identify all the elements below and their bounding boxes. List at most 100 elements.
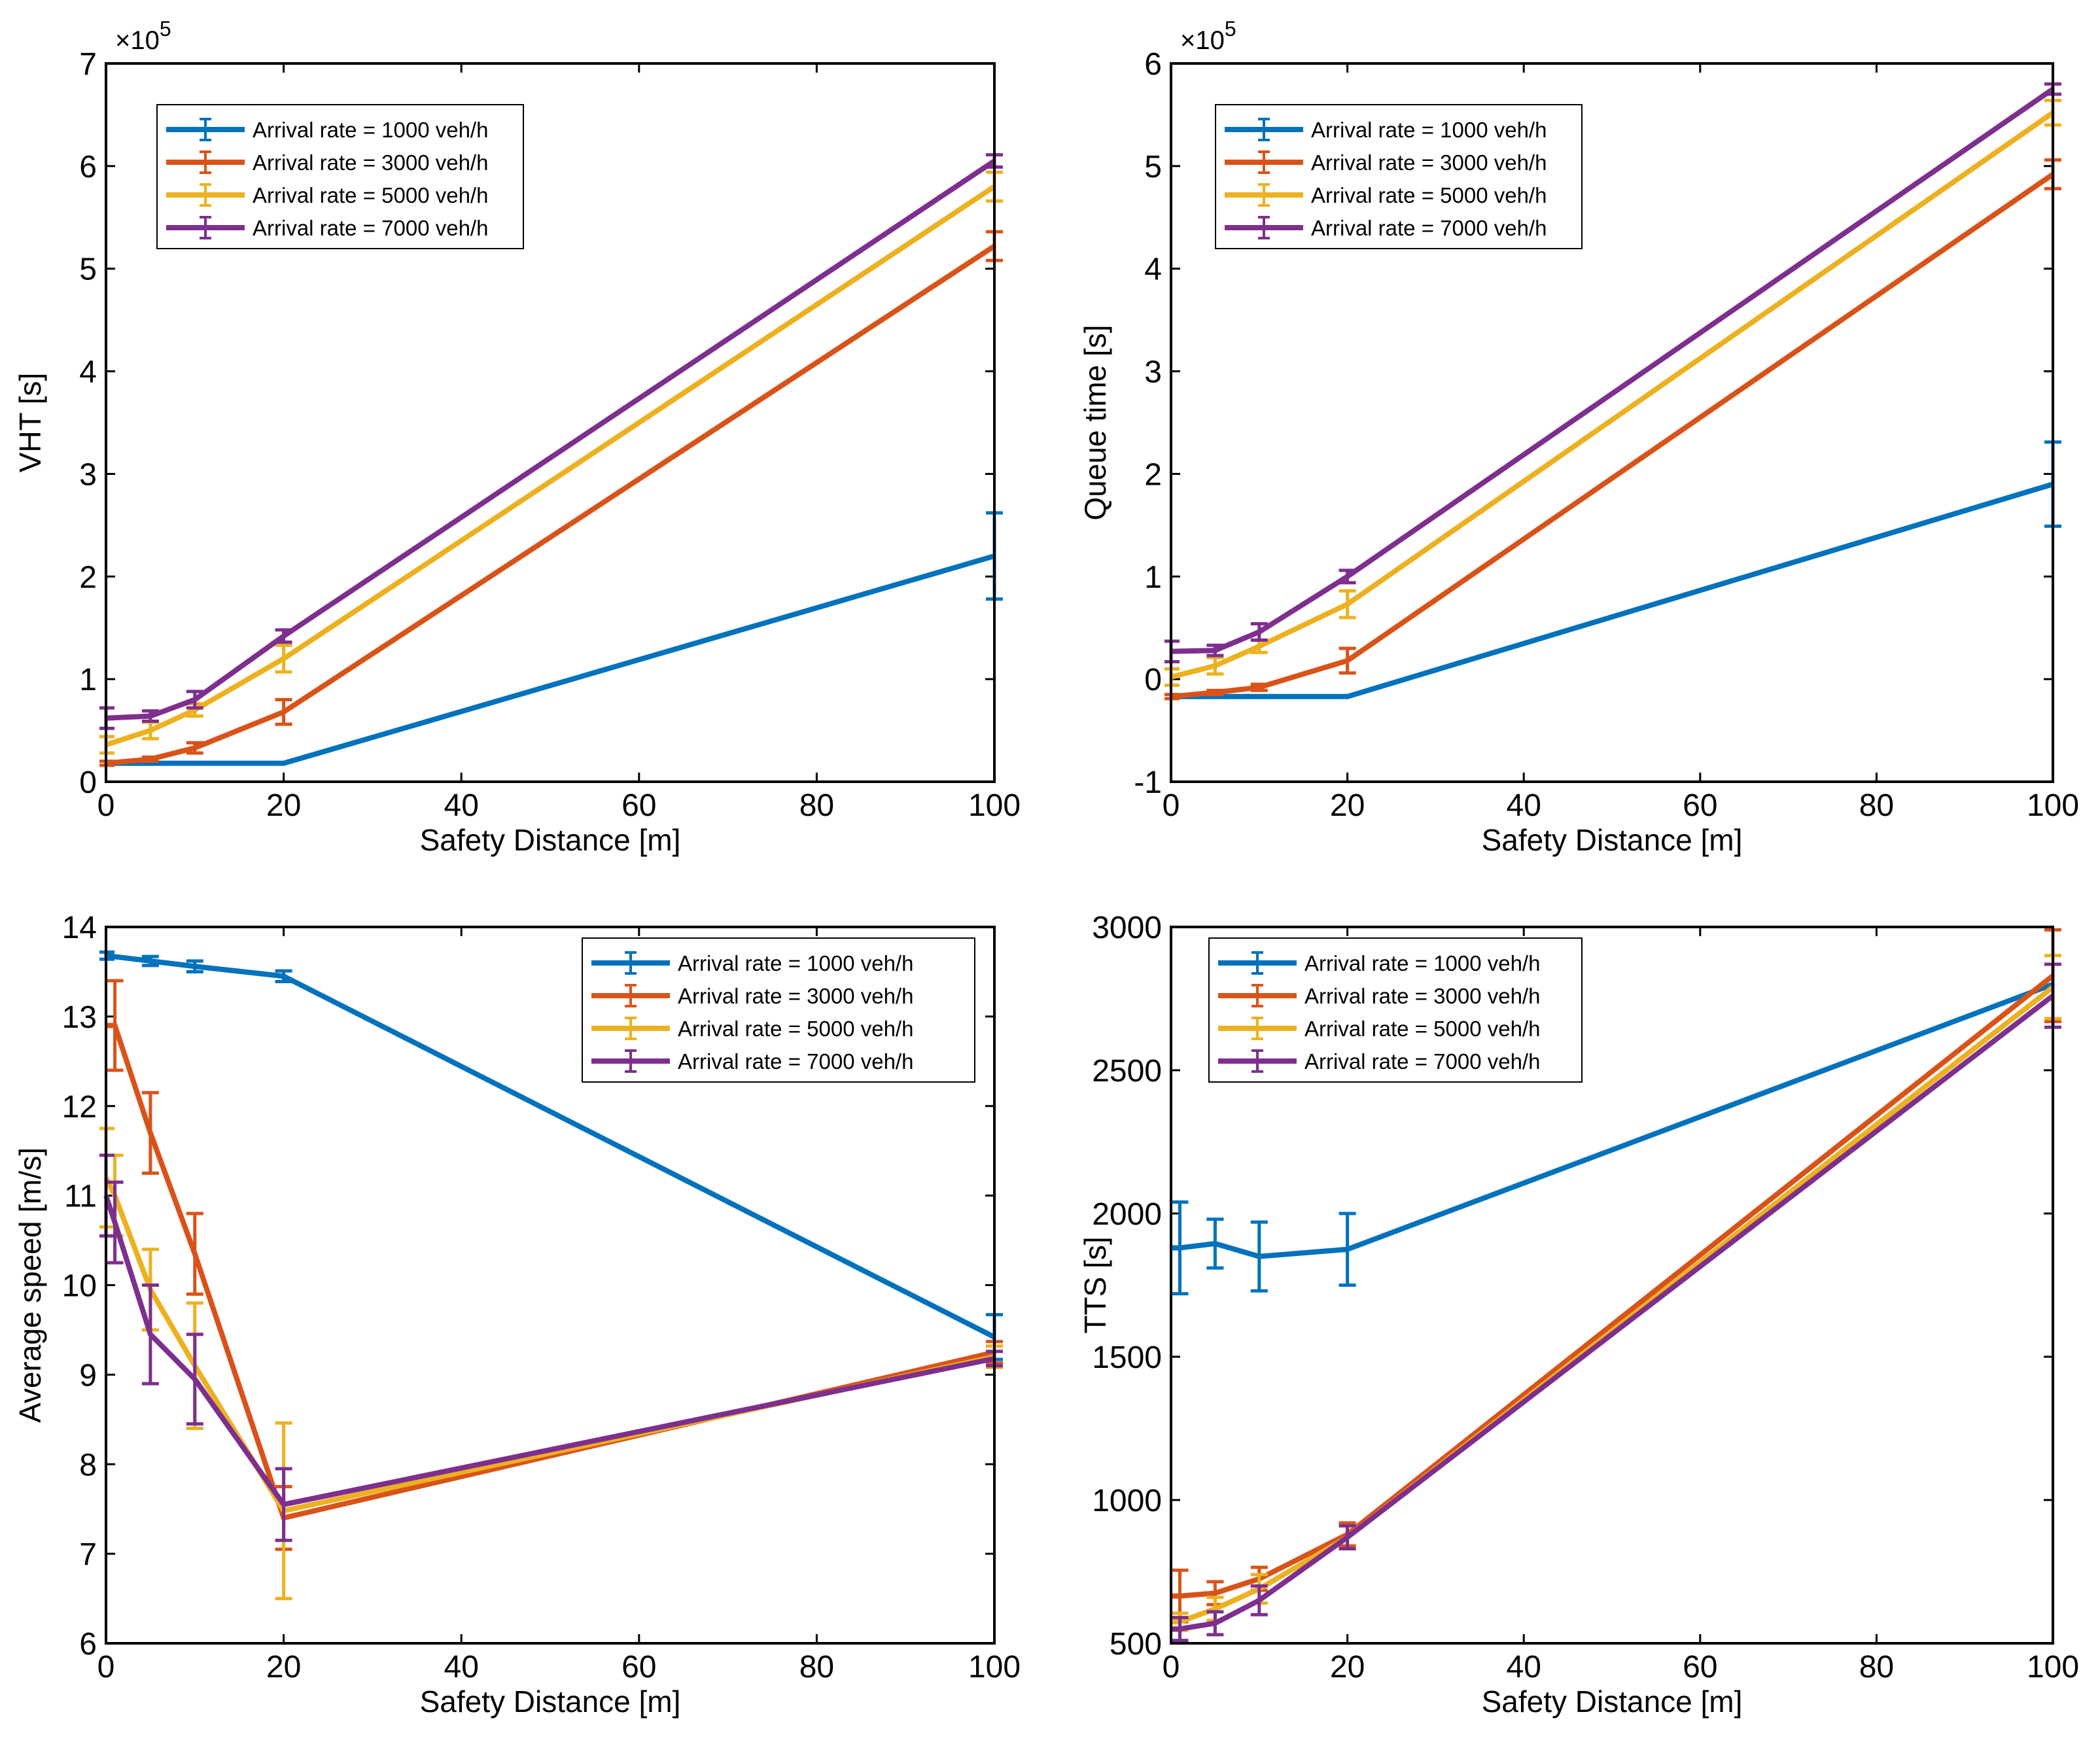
exponent-base: ×10 <box>115 26 160 55</box>
x-tick-label: 40 <box>1507 788 1541 823</box>
legend-item: Arrival rate = 1000 veh/h <box>591 951 913 975</box>
x-tick-label: 20 <box>266 1650 301 1685</box>
axis-exponent-label: ×105 <box>115 17 171 55</box>
legend-label: Arrival rate = 7000 veh/h <box>253 216 488 240</box>
error-bar <box>141 1091 159 1175</box>
y-tick-label: 0 <box>79 765 97 800</box>
legend-label: Arrival rate = 3000 veh/h <box>678 984 913 1008</box>
y-tick-label: 1500 <box>1092 1340 1162 1375</box>
error-bar <box>275 628 292 644</box>
legend-label: Arrival rate = 3000 veh/h <box>1311 150 1547 175</box>
legend-label: Arrival rate = 7000 veh/h <box>678 1049 913 1074</box>
legend-item: Arrival rate = 3000 veh/h <box>166 150 488 175</box>
y-tick-label: 3 <box>79 457 97 492</box>
x-tick-label: 80 <box>799 788 834 823</box>
axes-box <box>1170 62 2054 783</box>
chart-vht: 0 20 40 60 80 100 0 1 2 3 4 5 6 7 Safety Distance [m] V… <box>13 17 1021 857</box>
x-tick-label: 100 <box>968 788 1021 823</box>
error-bar <box>141 954 159 968</box>
x-axis-label: Safety Distance [m] <box>420 1685 681 1719</box>
x-tick-label: 100 <box>2027 1650 2079 1685</box>
series-group <box>99 153 1003 767</box>
legend-item: Arrival rate = 1000 veh/h <box>1218 951 1540 975</box>
error-bar <box>1339 568 1356 585</box>
y-axis-label: Average speed [m/s] <box>13 1147 47 1423</box>
error-bar <box>1206 1610 1224 1637</box>
error-bar <box>275 1467 292 1543</box>
x-axis-label: Safety Distance [m] <box>420 823 681 857</box>
x-tick-label: 40 <box>1507 1650 1541 1685</box>
error-bar <box>106 1180 124 1265</box>
legend-item: Arrival rate = 1000 veh/h <box>166 118 488 142</box>
error-bar <box>186 690 203 710</box>
legend-label: Arrival rate = 5000 veh/h <box>253 183 488 207</box>
exponent-base: ×10 <box>1180 26 1225 55</box>
error-bar <box>1206 688 1224 697</box>
error-bar <box>275 698 292 726</box>
x-axis-label: Safety Distance [m] <box>1482 823 1743 857</box>
x-tick-label: 0 <box>1163 788 1180 823</box>
error-bar <box>275 969 292 983</box>
legend-item: Arrival rate = 3000 veh/h <box>591 984 913 1008</box>
y-tick-label: 4 <box>1144 253 1162 287</box>
error-bar <box>186 1333 203 1426</box>
exponent-power: 5 <box>1225 17 1236 41</box>
x-tick-label: 40 <box>444 1650 479 1685</box>
error-bar <box>1250 621 1268 642</box>
error-bar <box>1206 655 1224 676</box>
error-bar <box>106 979 124 1072</box>
x-tick-label: 20 <box>1330 788 1365 823</box>
legend-item: Arrival rate = 1000 veh/h <box>1225 118 1547 142</box>
x-tick-label: 60 <box>621 788 656 823</box>
error-bar <box>186 741 203 755</box>
y-axis-label: TTS [s] <box>1078 1236 1112 1333</box>
error-bar <box>1250 1220 1268 1293</box>
legend-label: Arrival rate = 1000 veh/h <box>253 118 488 142</box>
x-tick-label: 80 <box>1859 1650 1894 1685</box>
y-tick-label: 1 <box>1144 560 1162 595</box>
y-tick-label: 2000 <box>1092 1197 1162 1232</box>
legend-item: Arrival rate = 3000 veh/h <box>1218 984 1540 1008</box>
legend-label: Arrival rate = 1000 veh/h <box>678 951 913 975</box>
legend: Arrival rate = 1000 veh/h Arrival rate = … <box>1215 104 1583 249</box>
y-tick-label: 10 <box>62 1269 97 1304</box>
y-tick-label: 7 <box>79 47 97 82</box>
x-tick-label: 20 <box>266 788 301 823</box>
error-bar <box>1339 1524 1356 1550</box>
x-tick-label: 20 <box>1330 1650 1365 1685</box>
error-bar <box>141 755 159 763</box>
error-bar <box>141 1283 159 1386</box>
series-group <box>1164 82 2061 701</box>
y-axis-label: Queue time [s] <box>1078 324 1112 520</box>
x-axis-label: Safety Distance [m] <box>1482 1685 1743 1719</box>
y-tick-label: 0 <box>1144 663 1162 697</box>
y-tick-label: -1 <box>1134 765 1162 800</box>
legend-item: Arrival rate = 7000 veh/h <box>1218 1049 1540 1074</box>
legend-item: Arrival rate = 5000 veh/h <box>1225 183 1547 207</box>
error-bar <box>1339 1212 1356 1287</box>
error-bar <box>1206 643 1224 657</box>
y-tick-label: 8 <box>79 1448 97 1482</box>
legend-label: Arrival rate = 7000 veh/h <box>1304 1049 1540 1074</box>
y-axis-label: VHT [s] <box>13 373 47 473</box>
y-tick-label: 2 <box>79 560 97 595</box>
series-line-1 <box>1171 481 2054 699</box>
error-bar <box>1339 589 1356 620</box>
y-tick-label: 6 <box>1144 47 1162 82</box>
x-tick-label: 40 <box>444 788 479 823</box>
y-tick-label: 1 <box>79 663 97 697</box>
legend-item: Arrival rate = 7000 veh/h <box>166 216 488 240</box>
axis-exponent-label: ×105 <box>1180 17 1236 55</box>
y-tick-label: 1000 <box>1092 1484 1162 1518</box>
legend-item: Arrival rate = 3000 veh/h <box>1225 150 1547 175</box>
legend: Arrival rate = 1000 veh/h Arrival rate = … <box>1208 937 1583 1083</box>
axes-box <box>1170 926 2054 1645</box>
error-bar <box>1339 646 1356 675</box>
legend-label: Arrival rate = 7000 veh/h <box>1311 216 1547 240</box>
exponent-power: 5 <box>160 17 171 41</box>
y-tick-label: 14 <box>62 911 97 945</box>
x-tick-label: 60 <box>1683 788 1717 823</box>
legend-label: Arrival rate = 5000 veh/h <box>1311 183 1547 207</box>
x-tick-label: 100 <box>2027 788 2079 823</box>
y-tick-label: 11 <box>64 1179 97 1214</box>
